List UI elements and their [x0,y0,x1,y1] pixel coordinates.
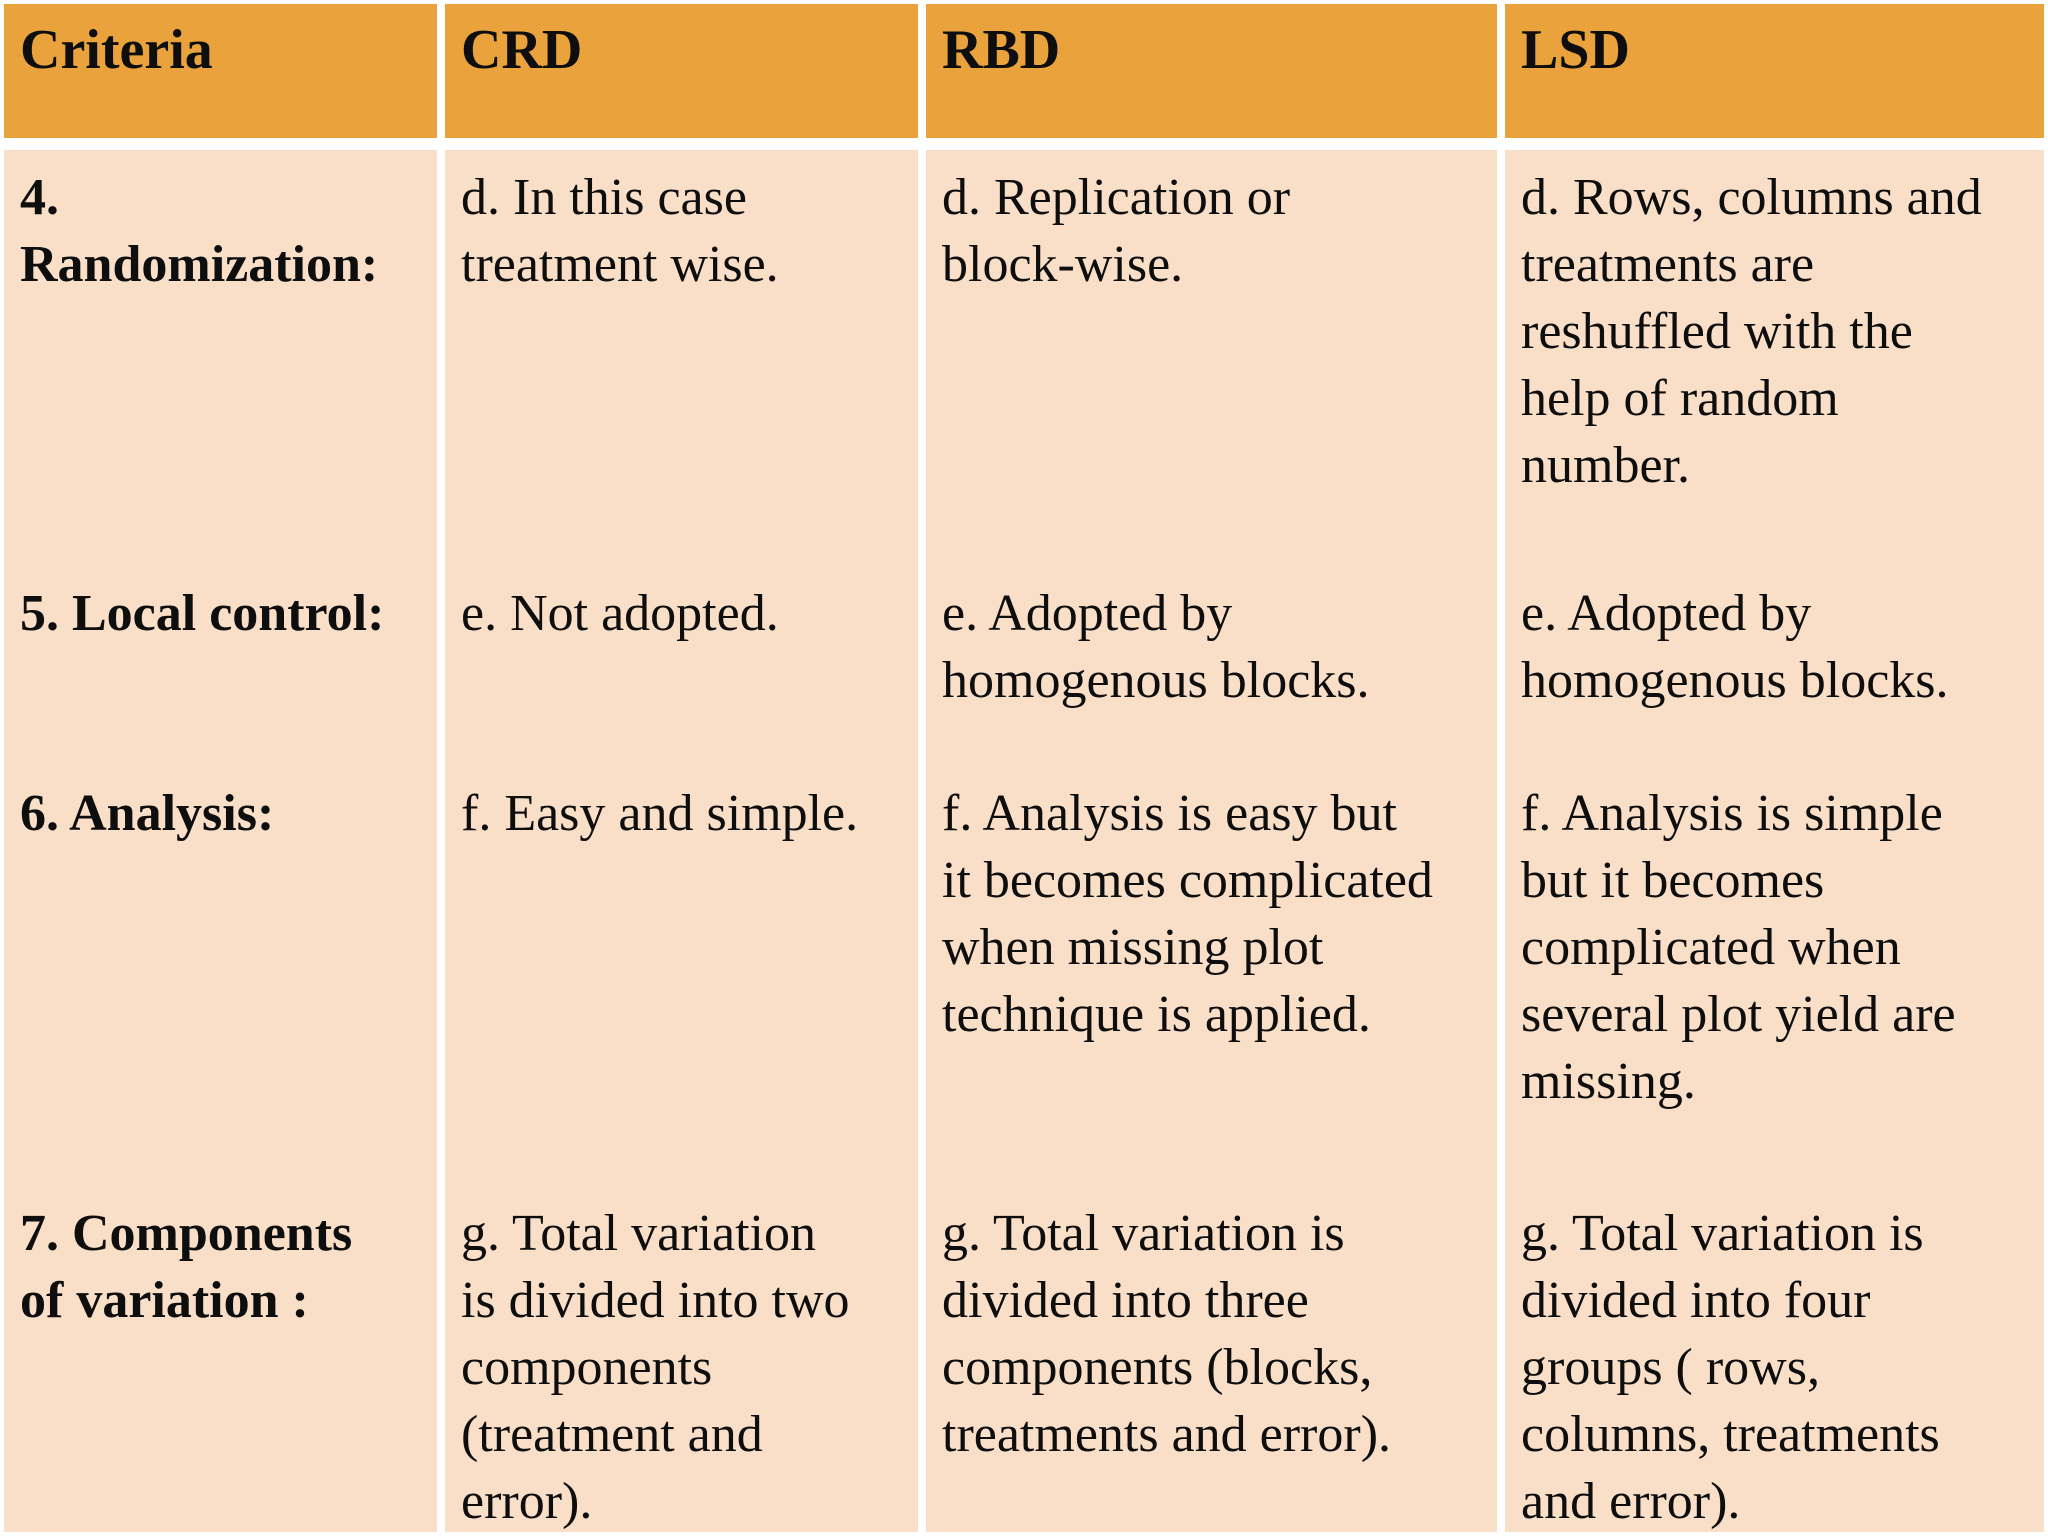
column-header-lsd: LSD [1505,4,2044,138]
cell-components-crd: g. Total variation is divided into two c… [445,1186,918,1532]
cell-randomization-criteria: 4. Randomization: [4,150,437,566]
column-header-criteria: Criteria [4,4,437,138]
cell-local-control-rbd: e. Adopted by homogenous blocks. [926,566,1497,766]
cell-randomization-crd: d. In this case treatment wise. [445,150,918,566]
cell-local-control-lsd: e. Adopted by homogenous blocks. [1505,566,2044,766]
cell-analysis-crd: f. Easy and simple. [445,766,918,1186]
cell-analysis-lsd: f. Analysis is simple but it becomes com… [1505,766,2044,1186]
cell-randomization-rbd: d. Replication or block-wise. [926,150,1497,566]
cell-randomization-lsd: d. Rows, columns and treatments are resh… [1505,150,2044,566]
header-body-divider [4,138,2044,150]
column-header-rbd: RBD [926,4,1497,138]
cell-local-control-criteria: 5. Local control: [4,566,437,766]
cell-components-lsd: g. Total variation is divided into four … [1505,1186,2044,1532]
column-header-crd: CRD [445,4,918,138]
cell-components-criteria: 7. Components of variation : [4,1186,437,1532]
cell-analysis-criteria: 6. Analysis: [4,766,437,1186]
cell-analysis-rbd: f. Analysis is easy but it becomes compl… [926,766,1497,1186]
comparison-table: Criteria CRD RBD LSD 4. Randomization: d… [4,4,2044,1532]
cell-components-rbd: g. Total variation is divided into three… [926,1186,1497,1532]
cell-local-control-crd: e. Not adopted. [445,566,918,766]
